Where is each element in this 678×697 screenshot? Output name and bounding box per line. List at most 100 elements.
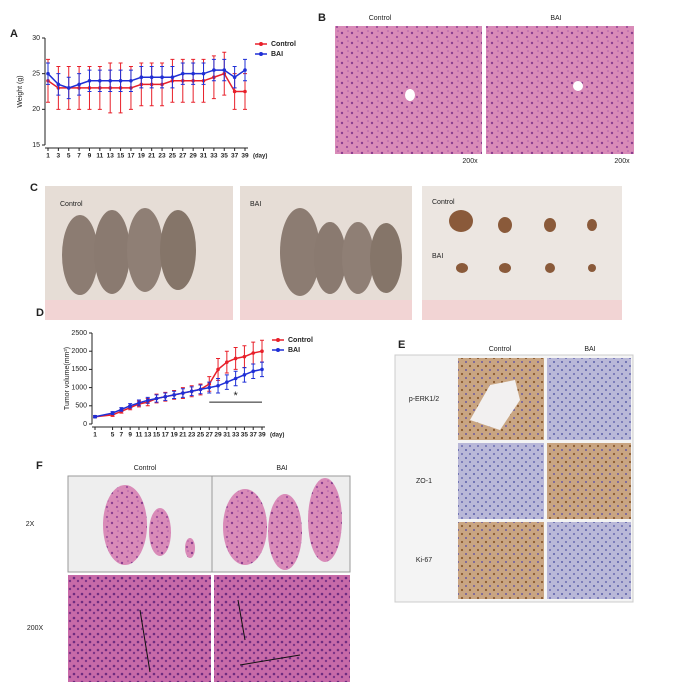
x-tick-label: 21 bbox=[179, 432, 187, 439]
x-tick-label: 23 bbox=[158, 153, 166, 160]
point bbox=[225, 360, 229, 364]
x-tick-label: 29 bbox=[214, 432, 222, 439]
x-tick-label: 31 bbox=[223, 432, 231, 439]
x-tick-label: 7 bbox=[120, 432, 124, 439]
panel-label: D bbox=[36, 307, 44, 319]
ihc-image bbox=[458, 443, 544, 519]
point bbox=[207, 385, 212, 390]
mice-photo bbox=[45, 186, 233, 320]
point bbox=[242, 354, 247, 359]
histology-image bbox=[214, 575, 350, 682]
point bbox=[77, 82, 81, 87]
point bbox=[87, 79, 92, 83]
image-label: Control bbox=[60, 201, 83, 208]
row-label: 200X bbox=[27, 625, 44, 632]
x-tick-label: 15 bbox=[117, 153, 125, 160]
legend-marker bbox=[276, 348, 280, 352]
point bbox=[93, 414, 97, 419]
row-label: 2X bbox=[26, 521, 35, 528]
panel-label: A bbox=[10, 28, 18, 40]
point bbox=[260, 349, 264, 354]
point bbox=[201, 71, 206, 76]
arrows bbox=[139, 599, 301, 673]
x-tick-label: 37 bbox=[231, 153, 239, 160]
histology-image bbox=[486, 26, 634, 154]
point bbox=[233, 356, 238, 361]
x-tick-label: 11 bbox=[96, 153, 103, 160]
point bbox=[108, 79, 113, 83]
tissue-section bbox=[223, 489, 267, 565]
column-label: Control bbox=[489, 346, 512, 353]
x-tick-label: 27 bbox=[179, 153, 187, 160]
annotation: * bbox=[233, 390, 238, 402]
point bbox=[189, 389, 194, 394]
x-tick-label: 37 bbox=[250, 432, 258, 439]
point bbox=[98, 79, 102, 83]
x-tick-label: 5 bbox=[67, 153, 71, 160]
mice-photo bbox=[240, 186, 412, 320]
point bbox=[66, 86, 71, 90]
point bbox=[149, 75, 154, 80]
point bbox=[260, 367, 264, 372]
point bbox=[128, 404, 132, 408]
point bbox=[216, 383, 220, 388]
point bbox=[129, 79, 133, 83]
x-axis-label: (day) bbox=[270, 433, 284, 439]
point bbox=[243, 89, 247, 94]
point bbox=[191, 71, 195, 76]
point bbox=[180, 71, 185, 76]
point bbox=[154, 396, 159, 401]
y-tick-label: 2500 bbox=[71, 330, 87, 337]
legend-label: Control bbox=[288, 337, 313, 344]
point bbox=[251, 369, 256, 374]
x-tick-label: 31 bbox=[200, 153, 208, 160]
point bbox=[251, 351, 256, 355]
y-tick-label: 2000 bbox=[71, 348, 87, 355]
legend-label: Control bbox=[271, 41, 296, 48]
point bbox=[243, 68, 247, 72]
column-label: Control bbox=[369, 15, 392, 22]
magnification-label: 200x bbox=[462, 158, 478, 165]
x-tick-label: 13 bbox=[144, 432, 152, 439]
x-tick-label: 1 bbox=[93, 432, 97, 439]
point bbox=[222, 68, 227, 72]
point bbox=[225, 380, 229, 384]
tumor-photo bbox=[422, 186, 622, 320]
x-tick-label: 5 bbox=[111, 432, 115, 439]
y-tick-label: 30 bbox=[32, 35, 40, 42]
legend-label: BAI bbox=[271, 51, 283, 58]
ihc-image bbox=[547, 358, 631, 440]
point bbox=[170, 75, 175, 80]
x-tick-label: 33 bbox=[210, 153, 218, 160]
legend-marker bbox=[259, 42, 263, 46]
ihc-image bbox=[547, 443, 631, 519]
image-label: Control bbox=[432, 199, 455, 206]
point bbox=[56, 82, 61, 87]
point bbox=[212, 68, 216, 72]
panel-label: E bbox=[398, 339, 405, 351]
lumen bbox=[470, 380, 520, 430]
y-tick-label: 25 bbox=[32, 71, 40, 78]
x-tick-label: 21 bbox=[148, 153, 156, 160]
point bbox=[233, 376, 238, 381]
point bbox=[160, 75, 164, 80]
image-label: BAI bbox=[250, 201, 261, 208]
tissue-section bbox=[308, 478, 342, 562]
y-axis-label: Weight (g) bbox=[17, 75, 24, 107]
row-label: p-ERK1/2 bbox=[409, 396, 439, 403]
x-axis-label: (day) bbox=[253, 154, 267, 160]
x-tick-label: 7 bbox=[77, 153, 81, 160]
point bbox=[172, 393, 176, 397]
histology-image bbox=[68, 575, 211, 682]
x-tick-label: 33 bbox=[232, 432, 240, 439]
legend-marker bbox=[276, 338, 280, 342]
point bbox=[137, 401, 141, 405]
x-tick-label: 19 bbox=[170, 432, 178, 439]
x-tick-label: 15 bbox=[153, 432, 161, 439]
y-tick-label: 20 bbox=[32, 106, 40, 113]
point bbox=[163, 394, 168, 399]
x-tick-label: 39 bbox=[258, 432, 266, 439]
x-tick-label: 29 bbox=[190, 153, 198, 160]
column-label: Control bbox=[134, 465, 157, 472]
